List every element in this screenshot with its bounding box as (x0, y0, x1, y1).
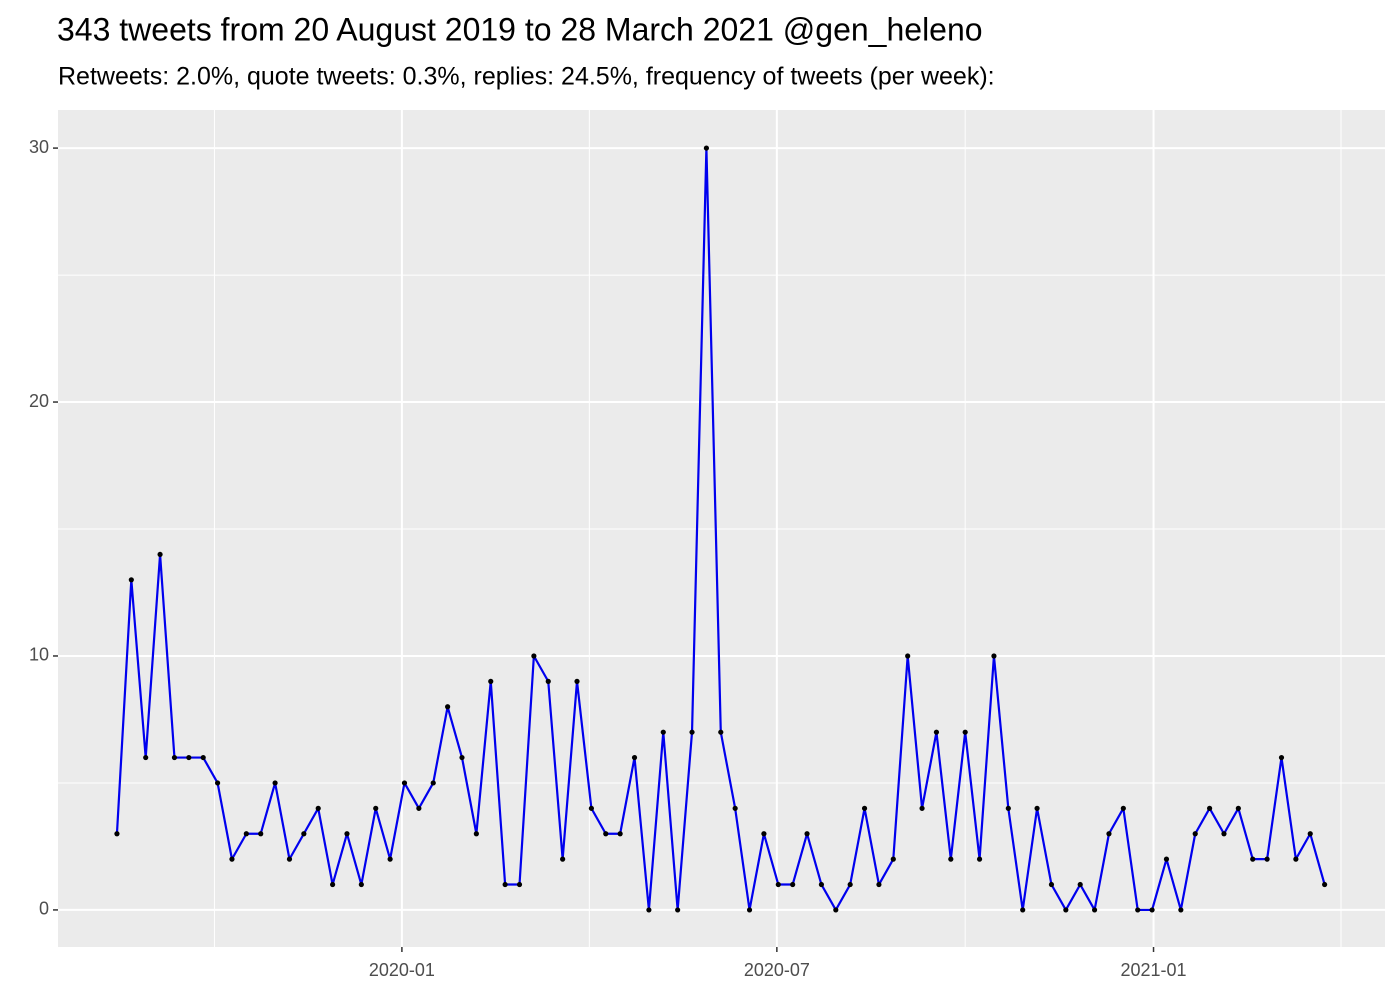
data-point (272, 780, 278, 786)
data-point (488, 678, 494, 684)
y-tick-label: 20 (29, 391, 49, 411)
data-point (373, 805, 379, 811)
data-point (286, 856, 293, 862)
data-point (1120, 805, 1126, 811)
data-point (330, 881, 336, 888)
data-point (229, 856, 235, 862)
data-point (473, 831, 479, 837)
chart-subtitle: Retweets: 2.0%, quote tweets: 0.3%, repl… (58, 63, 995, 91)
data-point (171, 754, 178, 761)
data-point (603, 831, 609, 837)
data-point (876, 881, 882, 888)
data-point (114, 831, 120, 837)
data-point (675, 907, 681, 913)
data-point (1048, 881, 1055, 888)
data-point (976, 856, 983, 862)
x-tick-label: 2021-01 (1120, 960, 1186, 980)
data-point (847, 881, 853, 888)
data-point (1106, 831, 1112, 837)
data-point (890, 856, 896, 862)
data-point (502, 881, 508, 888)
data-point (1307, 831, 1313, 837)
data-point (732, 805, 738, 811)
data-point (1192, 831, 1198, 837)
chart-title: 343 tweets from 20 August 2019 to 28 Mar… (57, 11, 983, 47)
data-point (301, 831, 307, 837)
data-point (358, 881, 364, 888)
data-point (560, 856, 566, 862)
data-point (459, 754, 465, 761)
data-point (1034, 805, 1040, 811)
x-tick-label: 2020-01 (369, 960, 435, 980)
data-point (186, 754, 192, 761)
data-point (631, 754, 638, 761)
data-point (1163, 856, 1170, 862)
data-point (1221, 831, 1227, 837)
data-point (531, 653, 537, 659)
data-point (689, 729, 695, 735)
y-tick-label: 30 (29, 137, 49, 157)
y-tick-label: 10 (29, 645, 49, 665)
data-point (991, 653, 997, 659)
data-point (775, 881, 781, 888)
data-point (1322, 881, 1328, 888)
data-point (1278, 754, 1285, 761)
data-point (1264, 856, 1270, 862)
plot-panel (58, 110, 1385, 947)
data-point (962, 729, 968, 735)
data-point (143, 754, 149, 761)
data-point (646, 907, 652, 913)
data-point (1293, 856, 1299, 862)
data-point (574, 678, 580, 684)
data-point (804, 831, 810, 837)
data-point (516, 881, 523, 888)
data-point (746, 907, 753, 913)
data-point (617, 831, 623, 837)
data-point (545, 678, 551, 684)
data-point (1005, 805, 1011, 811)
data-point (761, 831, 767, 837)
data-point (1235, 805, 1241, 811)
data-point (344, 831, 350, 837)
data-point (387, 856, 393, 862)
data-point (1178, 907, 1184, 913)
data-point (718, 729, 724, 735)
data-point (200, 754, 206, 761)
data-point (1207, 805, 1213, 811)
data-point (430, 780, 436, 786)
data-point (861, 805, 868, 811)
data-point (401, 780, 408, 786)
data-point (933, 729, 940, 735)
data-point (833, 907, 839, 913)
data-point (445, 704, 451, 710)
data-point (214, 780, 221, 786)
data-point (1149, 907, 1155, 913)
data-point (1091, 907, 1098, 913)
data-point (1020, 907, 1026, 913)
x-tick-label: 2020-07 (744, 960, 810, 980)
data-point (919, 805, 925, 811)
data-point (1135, 907, 1141, 913)
data-point (818, 881, 825, 888)
data-point (416, 805, 422, 811)
data-point (703, 145, 710, 151)
data-point (790, 881, 796, 888)
data-point (1063, 907, 1069, 913)
data-point (588, 805, 594, 811)
data-point (315, 805, 321, 811)
data-point (128, 577, 134, 583)
data-point (948, 856, 954, 862)
data-point (660, 729, 666, 735)
data-point (1250, 856, 1256, 862)
data-point (905, 653, 911, 659)
data-point (1077, 881, 1083, 888)
data-point (243, 831, 249, 837)
data-point (157, 551, 163, 558)
y-tick-label: 0 (39, 899, 49, 919)
data-point (258, 831, 264, 837)
